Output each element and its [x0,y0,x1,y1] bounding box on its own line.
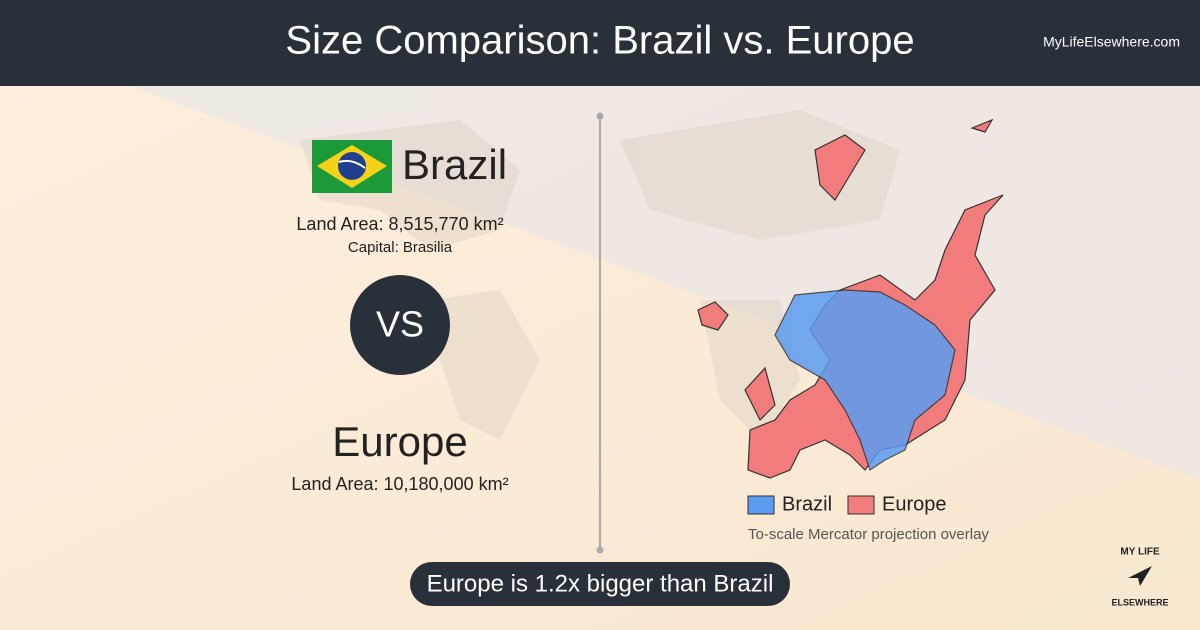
brazil-shape [774,289,956,471]
divider-end [596,546,604,554]
divider-end [596,112,604,120]
vs-circle [350,275,450,375]
vs-label: VS [376,304,424,345]
logo-text: ELSEWHERE [1111,597,1168,607]
land-area: Land Area: 10,180,000 km² [291,474,508,494]
legend-swatch [847,495,875,515]
header-title: Size Comparison: Brazil vs. Europe [285,19,914,63]
site-name[interactable]: MyLifeElsewhere.com [1043,34,1180,50]
summary-pill [410,562,790,606]
logo: MY LIFE ELSEWHERE [1111,547,1168,608]
region-name: Europe [332,418,467,465]
header-bar [0,0,1200,86]
land-area: Land Area: 8,515,770 km² [296,214,503,234]
legend-label: Europe [882,493,947,515]
map-caption: To-scale Mercator projection overlay [748,526,989,543]
country-name: Brazil [402,141,507,188]
logo-text: MY LIFE [1120,547,1160,558]
legend-swatch [747,495,775,515]
summary: Europe is 1.2x bigger than Brazil [427,570,774,597]
brazil-flag [312,140,392,193]
legend-label: Brazil [782,493,832,515]
capital: Capital: Brasilia [348,239,453,256]
